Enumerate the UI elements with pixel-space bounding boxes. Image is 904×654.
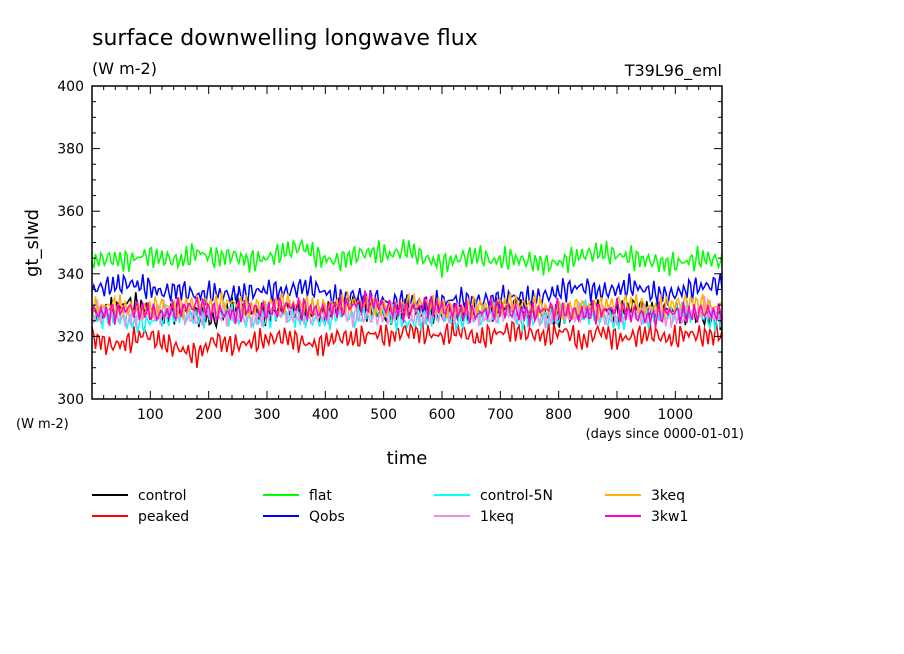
y-tick-label: 400 (57, 79, 84, 95)
x-tick-label: 100 (137, 407, 164, 423)
x-tick-label: 700 (487, 407, 514, 423)
y-tick-label: 320 (57, 329, 84, 345)
y-tick-label: 300 (57, 392, 84, 408)
chart-units: (W m-2) (92, 59, 157, 78)
y-axis-units: (W m-2) (16, 417, 69, 432)
legend-label: flat (309, 488, 332, 504)
series-line-Qobs (91, 273, 723, 315)
series-line-1keq (91, 295, 723, 329)
legend-item-flat: flat (263, 488, 332, 504)
x-tick-label: 300 (254, 407, 281, 423)
legend-item-3kw1: 3kw1 (605, 509, 688, 525)
legend-label: control-5N (480, 488, 553, 504)
legend-label: control (138, 488, 187, 504)
x-axis-label: time (387, 448, 428, 469)
legend-label: Qobs (309, 509, 345, 525)
y-tick-label: 360 (57, 204, 84, 220)
x-tick-label: 400 (312, 407, 339, 423)
legend-label: 1keq (480, 509, 514, 525)
series-line-peaked (91, 320, 723, 369)
run-label: T39L96_eml (624, 61, 722, 81)
legend-item-Qobs: Qobs (263, 509, 345, 525)
x-tick-label: 1000 (658, 407, 694, 423)
legend-item-control-5N: control-5N (434, 488, 553, 504)
x-tick-label: 800 (545, 407, 572, 423)
legend-item-control: control (92, 488, 187, 504)
y-axis-label: gt_slwd (22, 209, 43, 277)
legend-item-3keq: 3keq (605, 488, 685, 504)
series-layer (91, 237, 723, 369)
x-tick-label: 500 (370, 407, 397, 423)
legend-label: 3keq (651, 488, 685, 504)
chart-title: surface downwelling longwave flux (92, 26, 478, 51)
ticks-layer: 100 200 300 400 500 600 700 800 900 1000 300 320 340… (57, 79, 722, 423)
x-tick-label: 600 (429, 407, 456, 423)
legend: control flat control-5N 3keq peaked Qobs 1keq 3… (92, 488, 688, 525)
y-tick-label: 380 (57, 142, 84, 158)
x-axis-units: (days since 0000-01-01) (586, 427, 744, 442)
x-tick-label: 900 (604, 407, 631, 423)
legend-label: peaked (138, 509, 189, 525)
x-tick-label: 200 (195, 407, 222, 423)
y-tick-label: 340 (57, 267, 84, 283)
legend-item-peaked: peaked (92, 509, 189, 525)
series-line-3kw1 (91, 290, 723, 329)
series-line-flat (91, 237, 723, 278)
legend-item-1keq: 1keq (434, 509, 514, 525)
legend-label: 3kw1 (651, 509, 688, 525)
